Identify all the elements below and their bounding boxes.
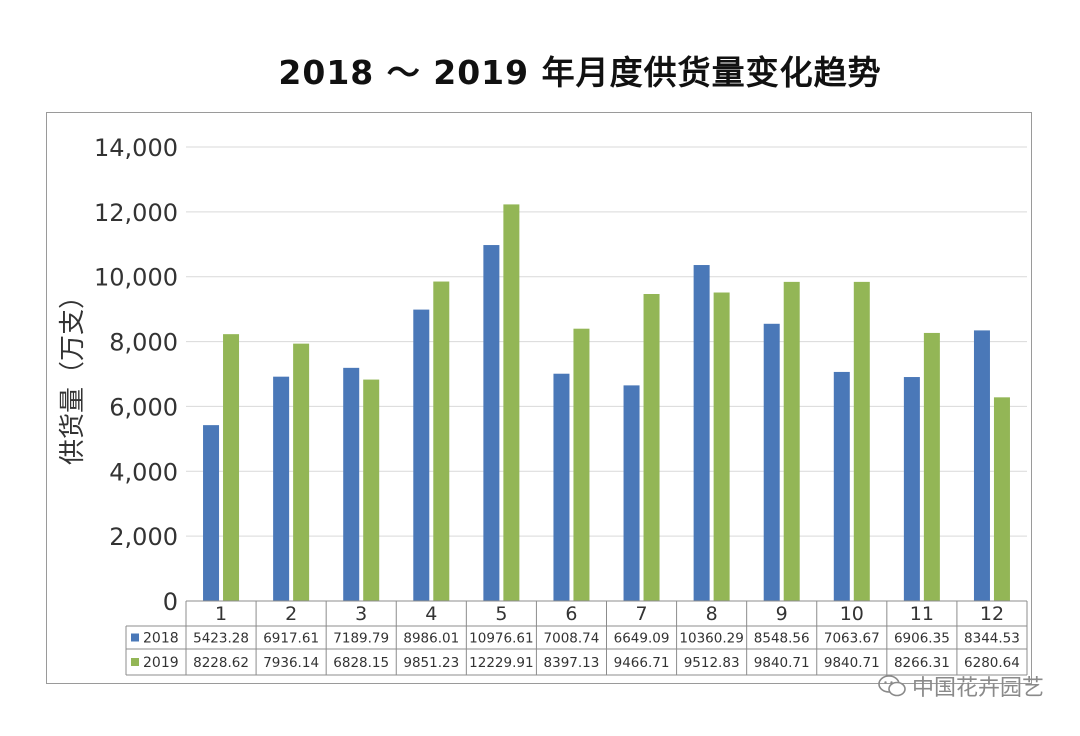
data-label: 9851.23 — [403, 655, 459, 671]
bar-2019-10 — [853, 281, 870, 601]
data-label: 5423.28 — [193, 631, 249, 647]
bar-2019-1 — [223, 334, 240, 601]
chart-frame: 0 2,000 4,000 6,000 8,000 10,000 12,000 14,000 供… — [46, 112, 1032, 684]
data-label: 9466.71 — [614, 655, 670, 671]
watermark-text: 中国花卉园艺 — [911, 676, 1044, 701]
y-tick-label: 2,000 — [109, 523, 178, 551]
x-category-label: 2 — [285, 603, 297, 625]
bar-2018-5 — [483, 245, 500, 601]
data-label: 9840.71 — [824, 655, 880, 671]
bar-2019-7 — [643, 294, 660, 601]
data-label: 10976.61 — [469, 631, 533, 647]
legend-swatch-2018 — [131, 633, 139, 642]
y-tick-label: 10,000 — [94, 264, 178, 292]
wechat-icon — [878, 675, 906, 697]
bar-2018-3 — [343, 367, 360, 601]
data-label: 7936.14 — [263, 655, 319, 671]
y-tick-label: 6,000 — [109, 393, 178, 421]
data-label: 8548.56 — [754, 631, 810, 647]
bar-2019-5 — [503, 204, 520, 601]
legend-label: 2018 — [143, 631, 179, 647]
data-label: 12229.91 — [469, 655, 533, 671]
y-tick-label: 14,000 — [94, 134, 178, 162]
watermark: 中国花卉园艺 — [878, 670, 1044, 702]
y-tick-label: 4,000 — [109, 458, 178, 486]
data-label: 9840.71 — [754, 655, 810, 671]
x-category-label: 4 — [425, 603, 437, 625]
data-label: 7008.74 — [544, 631, 600, 647]
x-category-label: 10 — [840, 603, 864, 625]
bar-2019-3 — [363, 379, 380, 601]
data-label: 6828.15 — [333, 655, 389, 671]
bar-2018-12 — [973, 330, 990, 601]
bar-2018-6 — [553, 373, 570, 601]
data-label: 9512.83 — [684, 655, 740, 671]
bar-2018-2 — [273, 376, 290, 601]
data-label: 10360.29 — [679, 631, 743, 647]
x-category-label: 8 — [706, 603, 718, 625]
data-label: 8266.31 — [894, 655, 950, 671]
x-category-label: 9 — [776, 603, 788, 625]
bar-2019-8 — [713, 292, 730, 601]
bar-2019-11 — [923, 332, 940, 601]
y-tick-label: 8,000 — [109, 329, 178, 357]
chart-title: 2018 ～ 2019 年月度供货量变化趋势 — [278, 53, 882, 92]
data-label: 7063.67 — [824, 631, 880, 647]
x-category-label: 7 — [635, 603, 647, 625]
bar-2019-2 — [293, 343, 310, 601]
bar-2018-10 — [833, 371, 850, 601]
bar-2019-6 — [573, 328, 590, 601]
x-category-label: 12 — [980, 603, 1004, 625]
x-category-label: 5 — [495, 603, 507, 625]
data-label: 6906.35 — [894, 631, 950, 647]
data-label: 7189.79 — [333, 631, 389, 647]
y-axis-title: 供货量（万支） — [58, 283, 88, 465]
data-label: 8228.62 — [193, 655, 249, 671]
data-label: 6280.64 — [964, 655, 1020, 671]
y-tick-label: 12,000 — [94, 199, 178, 227]
data-label: 8344.53 — [964, 631, 1020, 647]
bar-chart: 0 2,000 4,000 6,000 8,000 10,000 12,000 14,000 供… — [58, 134, 1028, 676]
x-category-label: 1 — [215, 603, 227, 625]
data-label: 6649.09 — [614, 631, 670, 647]
legend-swatch-2019 — [131, 658, 139, 666]
x-category-label: 11 — [910, 603, 934, 625]
bar-2019-12 — [993, 397, 1010, 601]
data-label: 8397.13 — [544, 655, 600, 671]
legend-label: 2019 — [143, 655, 179, 671]
bar-2018-7 — [623, 385, 640, 601]
bar-2018-1 — [203, 425, 220, 601]
bar-2019-9 — [783, 281, 800, 601]
bar-2018-8 — [693, 265, 710, 601]
data-label: 8986.01 — [403, 631, 459, 647]
y-tick-label: 0 — [163, 588, 178, 616]
bar-2018-11 — [903, 377, 920, 601]
data-label: 6917.61 — [263, 631, 319, 647]
x-category-label: 6 — [565, 603, 577, 625]
x-category-label: 3 — [355, 603, 367, 625]
bar-2018-4 — [413, 309, 430, 601]
bar-2019-4 — [433, 281, 450, 601]
bar-2018-9 — [763, 323, 780, 601]
